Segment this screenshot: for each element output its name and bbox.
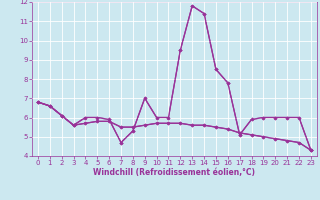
X-axis label: Windchill (Refroidissement éolien,°C): Windchill (Refroidissement éolien,°C): [93, 168, 255, 177]
